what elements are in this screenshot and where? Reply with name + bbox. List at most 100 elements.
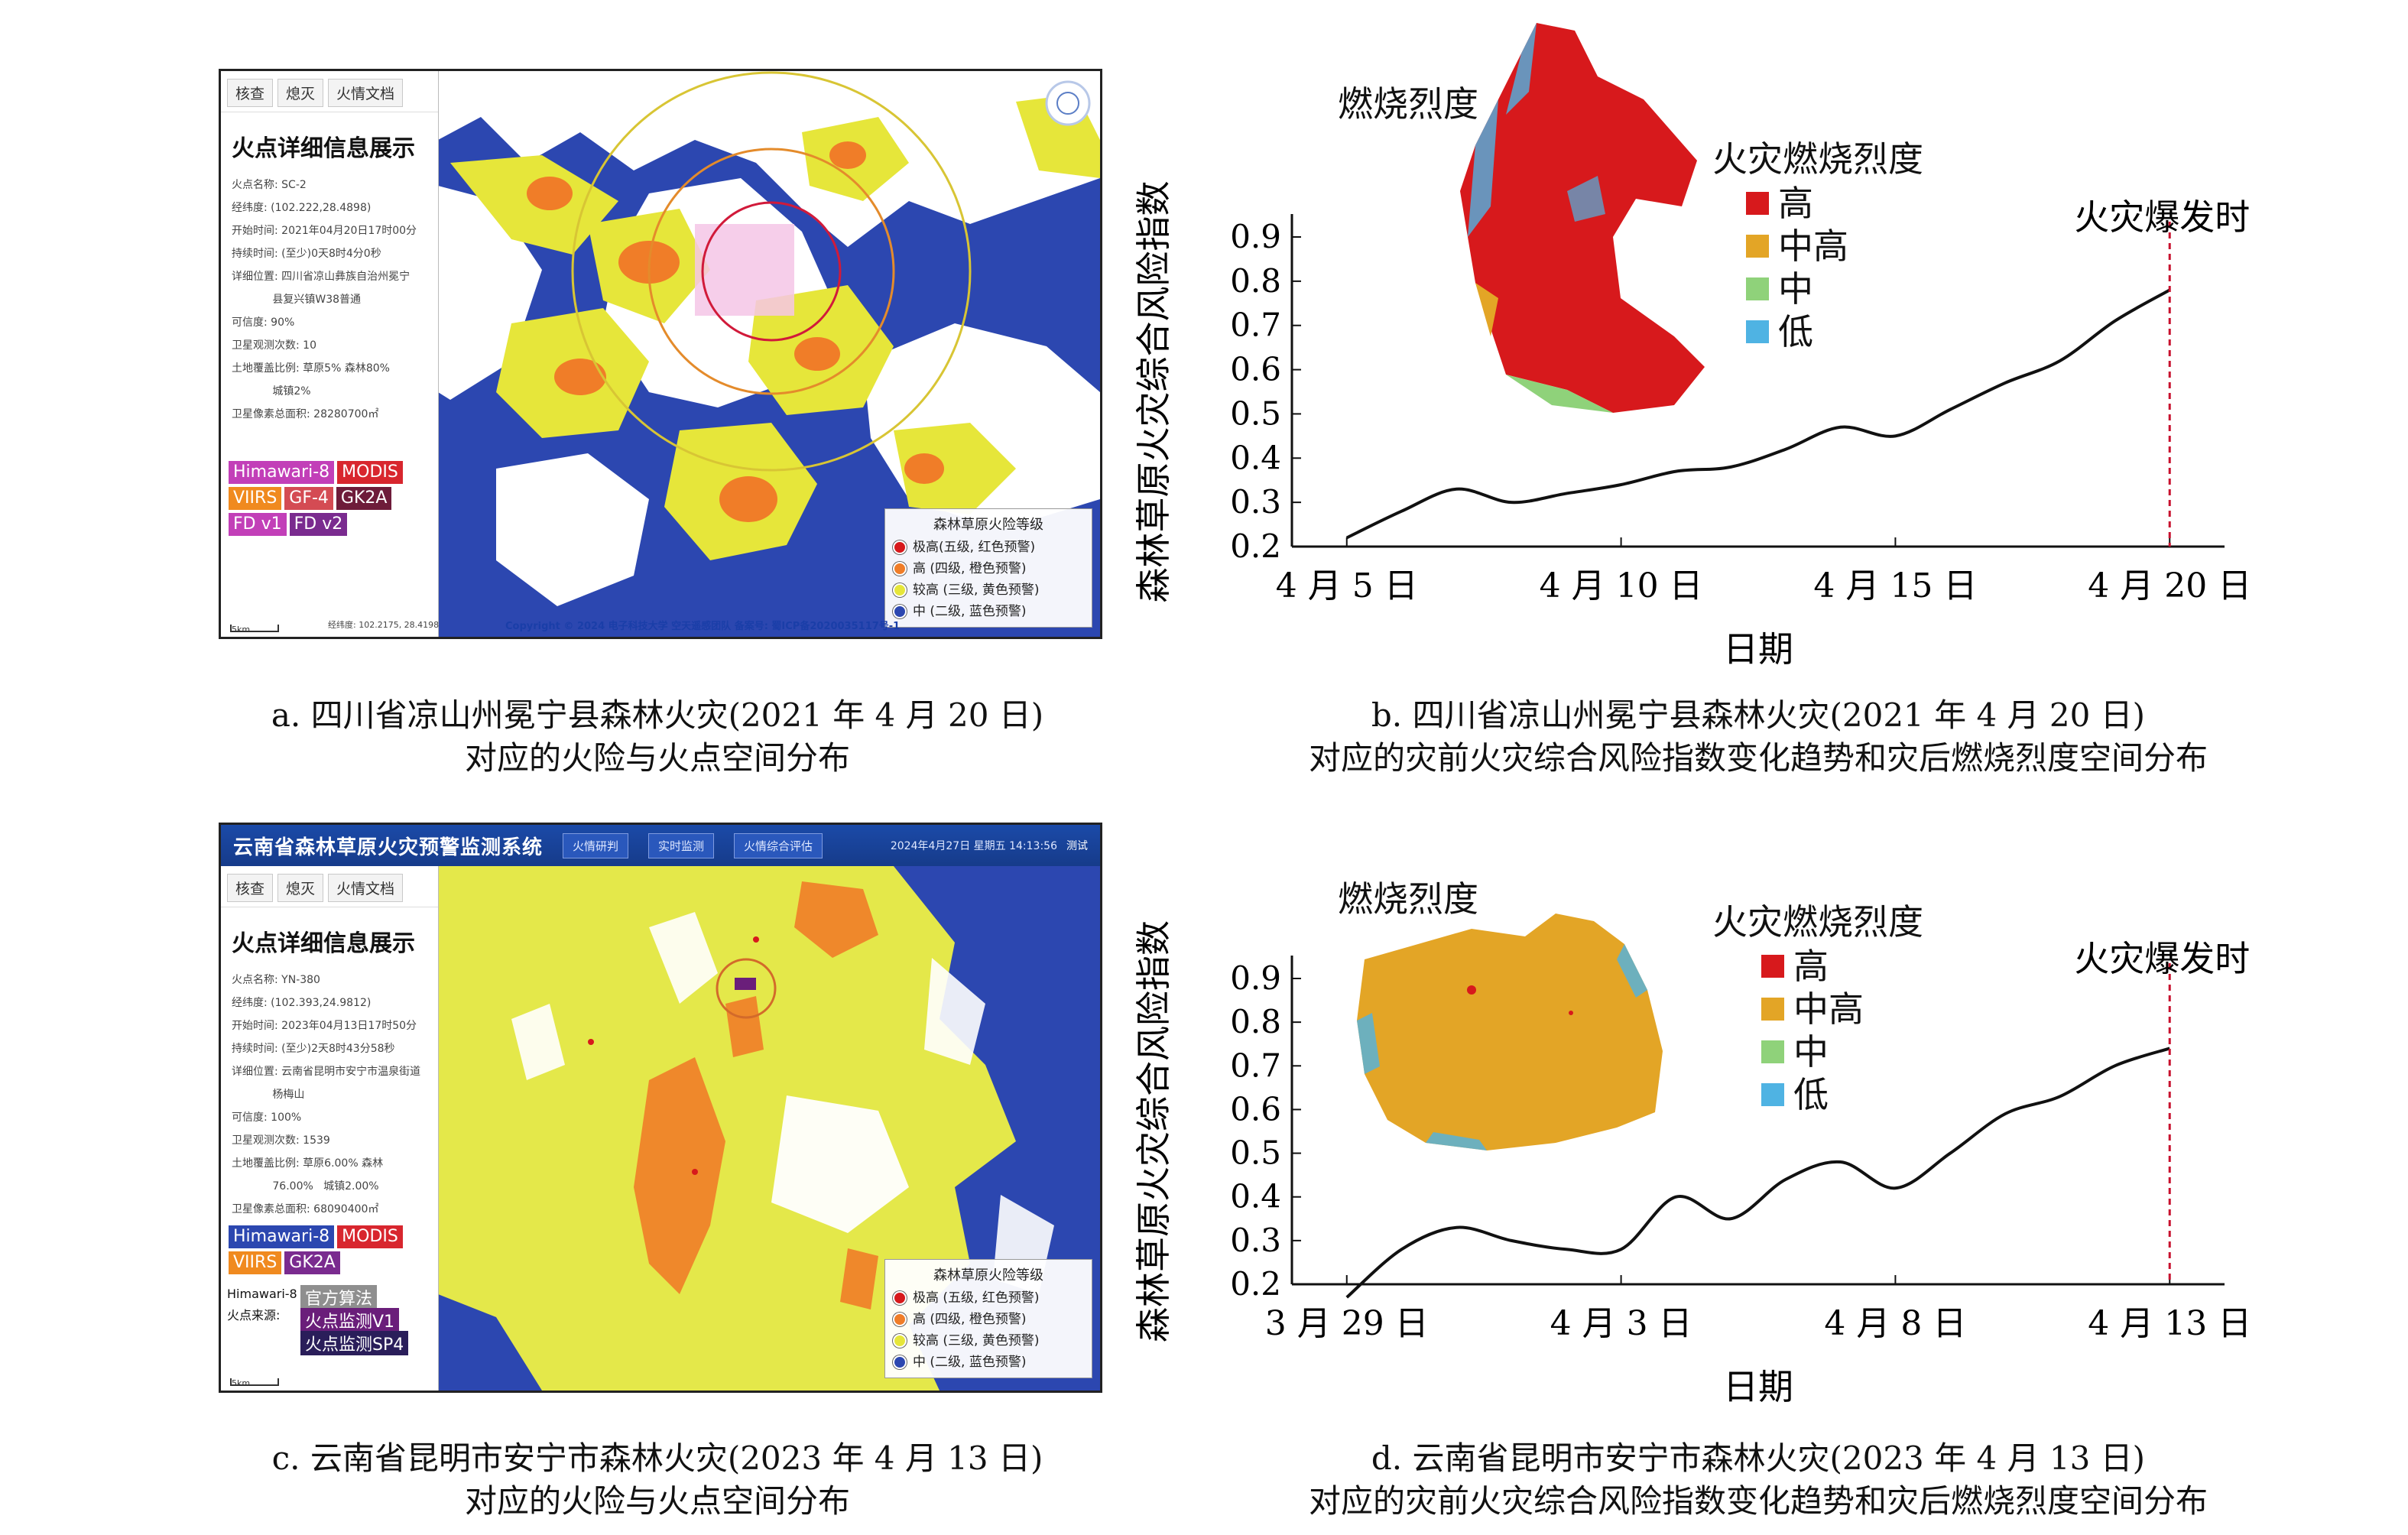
nav-fire-assessment[interactable]: 火情综合评估: [734, 832, 823, 858]
caption-a-line2: 对应的火险与火点空间分布: [464, 739, 850, 777]
y-tick-label: 0.8: [1230, 262, 1281, 300]
x-axis-label: 日期: [1723, 628, 1793, 670]
caption-b-line1: b. 四川省凉山州冕宁县森林火灾(2021 年 4 月 20 日): [1371, 696, 2146, 734]
detail-tabs: 核查 熄灭 火情文档: [221, 866, 438, 907]
color-swatch: [1746, 277, 1769, 300]
detail-row: 详细位置: 四川省凉山彝族自治州冕宁: [232, 271, 411, 283]
color-swatch: [1746, 320, 1769, 343]
detail-row: 开始时间: 2021年04月20日17时00分: [232, 225, 417, 237]
tab-verify[interactable]: 核查: [227, 79, 274, 107]
detail-row: 经纬度: (102.393,24.9812): [232, 997, 372, 1009]
app-header: 云南省森林草原火灾预警监测系统 火情研判 实时监测 火情综合评估 2024年4月…: [221, 825, 1100, 866]
source-modis[interactable]: MODIS: [337, 1225, 403, 1248]
severity-legend-item: 中: [1761, 1030, 1923, 1073]
scale-bar: 5km: [230, 1378, 279, 1388]
inset-title-b: 燃烧烈度: [1338, 83, 1478, 125]
detail-row: 卫星观测次数: 10: [232, 339, 316, 352]
tab-extinguish[interactable]: 熄灭: [277, 874, 324, 902]
tab-extinguish[interactable]: 熄灭: [277, 79, 324, 107]
legend-item: 极高(五级, 红色预警): [893, 537, 1084, 558]
severity-legend-item: 中高: [1746, 225, 1923, 268]
risk-index-line: [1345, 1047, 2170, 1299]
severity-legend-title: 火灾燃烧烈度: [1712, 901, 1923, 943]
inset-title-d: 燃烧烈度: [1338, 878, 1478, 920]
cursor-coordinate: 经纬度: 102.2175, 28.4198: [328, 620, 440, 630]
y-tick-label: 0.8: [1230, 1003, 1281, 1040]
algo-label-sat: Himawari-8: [227, 1287, 297, 1301]
source-modis[interactable]: MODIS: [337, 461, 403, 484]
chart-d-svg: 0.2 0.3 0.4 0.5 0.6 0.7 0.8 0.9 3 月 29 日 4 月 3 日 4…: [1133, 920, 2251, 1407]
algo-v1[interactable]: 火点监测V1: [300, 1308, 400, 1332]
y-tick-label: 0.3: [1230, 483, 1281, 521]
caption-c-line2: 对应的火险与火点空间分布: [464, 1482, 850, 1520]
fire-map-c[interactable]: 云南省森林草原火灾预警监测系统 火情研判 实时监测 火情综合评估 2024年4月…: [219, 823, 1102, 1393]
y-tick-label: 0.2: [1230, 1265, 1281, 1303]
severity-legend-title: 火灾燃烧烈度: [1712, 138, 1923, 180]
detail-row: 可信度: 100%: [232, 1111, 302, 1124]
severity-legend-d: 火灾燃烧烈度 高 中高 中 低: [1712, 894, 1923, 1116]
detail-row: 可信度: 90%: [232, 316, 295, 329]
y-tick-label: 0.2: [1230, 527, 1281, 565]
fire-outbreak-label: 火灾爆发时: [2074, 938, 2250, 979]
caption-b: b. 四川省凉山州冕宁县森林火灾(2021 年 4 月 20 日) 对应的灾前火…: [1147, 694, 2370, 780]
severity-legend-item: 中高: [1761, 988, 1923, 1030]
source-viirs[interactable]: VIIRS: [229, 487, 282, 510]
detail-row: 城镇2%: [232, 385, 311, 398]
severity-legend-item: 中: [1746, 268, 1923, 310]
panel-title: 火点详细信息展示: [232, 135, 415, 162]
source-gf4[interactable]: GF-4: [284, 487, 333, 510]
risk-chart-b: 0.2 0.3 0.4 0.5 0.6 0.7 0.8 0.9 4 月 5 日 4 月 10 日 4…: [1131, 0, 2370, 688]
color-swatch: [1761, 1083, 1784, 1106]
severity-legend-item: 高: [1746, 182, 1923, 225]
risk-map-a: [438, 71, 1100, 637]
algo-official[interactable]: 官方算法: [300, 1285, 378, 1309]
detail-row: 县复兴镇W38普通: [232, 294, 362, 306]
caption-c-line1: c. 云南省昆明市安宁市森林火灾(2023 年 4 月 13 日): [271, 1439, 1043, 1477]
detail-row: 开始时间: 2023年04月13日17时50分: [232, 1020, 417, 1032]
algo-sp4[interactable]: 火点监测SP4: [300, 1331, 409, 1355]
fire-detail-panel-a: 核查 熄灭 火情文档 火点详细信息展示 火点名称: SC-2 经纬度: (102…: [221, 71, 439, 637]
source-fd-v1[interactable]: FD v1: [229, 513, 287, 536]
legend-item: 高 (四级, 橙色预警): [893, 1309, 1084, 1330]
y-tick-label: 0.6: [1230, 1090, 1281, 1128]
fire-map-a[interactable]: 核查 熄灭 火情文档 火点详细信息展示 火点名称: SC-2 经纬度: (102…: [219, 69, 1102, 639]
nav-realtime-monitor[interactable]: 实时监测: [648, 832, 715, 858]
legend-item: 高 (四级, 橙色预警): [893, 558, 1084, 579]
detail-row: 卫星观测次数: 1539: [232, 1134, 330, 1147]
x-tick-label: 4 月 20 日: [2088, 566, 2251, 605]
source-gk2a[interactable]: GK2A: [336, 487, 392, 510]
color-swatch: [1761, 998, 1784, 1021]
color-swatch: [1761, 1040, 1784, 1063]
y-tick-label: 0.9: [1230, 218, 1281, 255]
risk-legend-c: 森林草原火险等级 极高 (五级, 红色预警) 高 (四级, 橙色预警) 较高 (…: [884, 1259, 1092, 1378]
y-tick-label: 0.5: [1230, 394, 1281, 432]
detail-row: 持续时间: (至少)2天8时43分58秒: [232, 1043, 395, 1055]
tab-verify[interactable]: 核查: [227, 874, 274, 902]
x-tick-label: 4 月 10 日: [1540, 566, 1703, 605]
severity-legend-item: 高: [1761, 945, 1923, 988]
y-tick-label: 0.6: [1230, 351, 1281, 388]
x-tick-label: 4 月 8 日: [1824, 1304, 1966, 1343]
y-axis-label: 森林草原火灾综合风险指数: [1133, 920, 1174, 1342]
legend-item: 极高 (五级, 红色预警): [893, 1287, 1084, 1309]
detail-tabs: 核查 熄灭 火情文档: [221, 71, 438, 112]
severity-map-b: [1460, 23, 1705, 413]
satellite-source-list: Himawari-8 MODIS VIIRS GF-4 GK2A FD v1 F…: [229, 461, 435, 536]
source-himawari8[interactable]: Himawari-8: [229, 1225, 335, 1248]
source-fd-v2[interactable]: FD v2: [289, 513, 348, 536]
nav-fire-analysis[interactable]: 火情研判: [563, 832, 629, 858]
caption-c: c. 云南省昆明市安宁市森林火灾(2023 年 4 月 13 日) 对应的火险与…: [153, 1437, 1162, 1523]
tab-fire-doc[interactable]: 火情文档: [328, 874, 404, 902]
source-gk2a[interactable]: GK2A: [284, 1251, 340, 1274]
detail-row: 火点名称: YN-380: [232, 974, 320, 986]
source-viirs[interactable]: VIIRS: [229, 1251, 282, 1274]
user-name[interactable]: 测试: [1066, 840, 1088, 852]
source-himawari8[interactable]: Himawari-8: [229, 461, 335, 484]
y-tick-label: 0.7: [1230, 1047, 1281, 1084]
caption-d-line2: 对应的灾前火灾综合风险指数变化趋势和灾后燃烧烈度空间分布: [1308, 1482, 2208, 1520]
color-swatch: [1746, 235, 1769, 258]
legend-title: 森林草原火险等级: [933, 1267, 1043, 1283]
legend-item: 中 (二级, 蓝色预警): [893, 1352, 1084, 1373]
x-axis-label: 日期: [1723, 1366, 1793, 1407]
tab-fire-doc[interactable]: 火情文档: [328, 79, 404, 107]
